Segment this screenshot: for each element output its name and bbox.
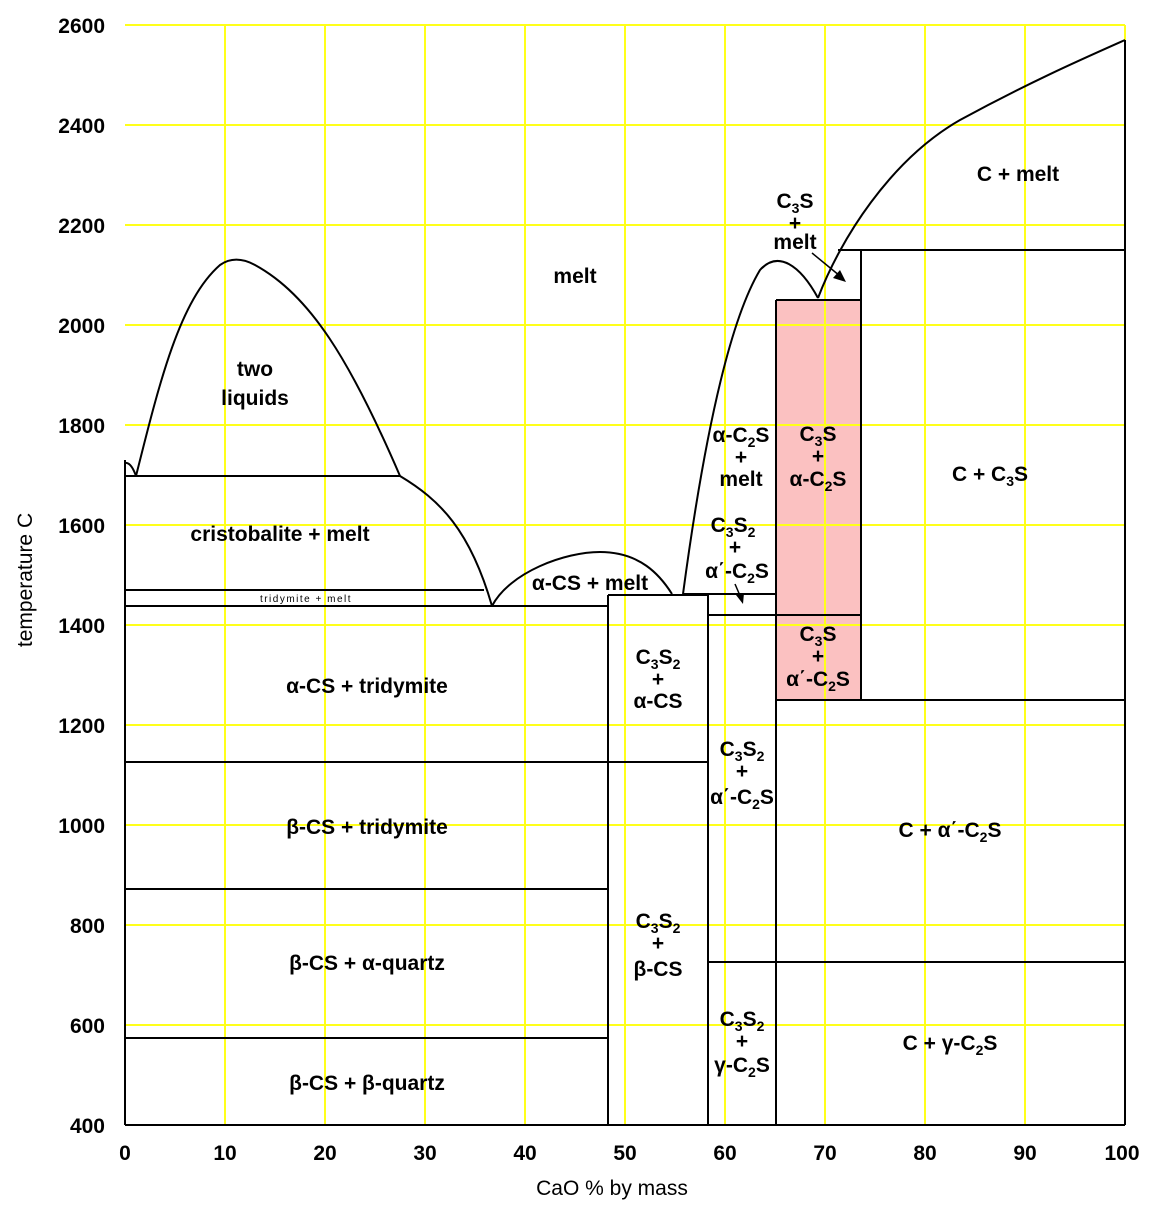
label-c3s2-b-cs-formula: C3S2 xyxy=(636,910,681,936)
x-tick: 60 xyxy=(713,1142,736,1165)
x-tick: 90 xyxy=(1013,1142,1036,1165)
label-c-ap-c2s: C + α΄-C2S xyxy=(899,819,1002,845)
label-a-c2s-melt-formula: α-C2S xyxy=(713,424,770,450)
label-c-g-c2s: C + γ-C2S xyxy=(903,1032,998,1058)
label-c3s2-ap-c2s-lower-second: α΄-C2S xyxy=(710,786,774,812)
label-c3s-ap-c2s-second: α΄-C2S xyxy=(786,668,850,694)
label-c3s2-ap-c2s-upper-plus: + xyxy=(729,536,741,559)
label-b-cs-b-quartz: β-CS + β-quartz xyxy=(289,1072,445,1095)
x-tick: 20 xyxy=(313,1142,336,1165)
x-tick: 30 xyxy=(413,1142,436,1165)
label-c3s2-ap-c2s-lower-plus: + xyxy=(736,760,748,783)
y-tick-labels: 400 600 800 1000 1200 1400 1600 1800 200… xyxy=(58,15,105,1138)
y-tick: 2600 xyxy=(58,15,105,38)
label-c3s-a-c2s-formula: C3S xyxy=(800,423,837,449)
y-tick: 400 xyxy=(70,1115,105,1138)
label-c3s2-a-cs-formula: C3S2 xyxy=(636,646,681,672)
label-cristobalite-melt: cristobalite + melt xyxy=(190,523,369,546)
y-tick: 2000 xyxy=(58,315,105,338)
phase-boundaries xyxy=(124,39,1126,1126)
x-tick: 10 xyxy=(213,1142,236,1165)
label-c3s-melt-plus: + xyxy=(789,212,801,235)
y-tick: 600 xyxy=(70,1015,105,1038)
label-c3s-a-c2s-plus: + xyxy=(812,445,824,468)
y-tick: 2400 xyxy=(58,115,105,138)
label-b-cs-tridymite: β-CS + tridymite xyxy=(286,816,448,839)
label-a-c2s-melt-plus: + xyxy=(735,446,747,469)
label-c-melt: C + melt xyxy=(977,163,1059,186)
label-c3s-ap-c2s-plus: + xyxy=(812,645,824,668)
label-c3s2-g-c2s-formula: C3S2 xyxy=(720,1008,765,1034)
c3s-highlight-region xyxy=(776,300,861,700)
x-tick-labels: 0 10 20 30 40 50 60 70 80 90 100 xyxy=(119,1142,1139,1165)
y-tick: 2200 xyxy=(58,215,105,238)
label-a-c2s-melt-second: melt xyxy=(719,468,762,491)
label-c3s2-b-cs-plus: + xyxy=(652,932,664,955)
x-tick: 40 xyxy=(513,1142,536,1165)
label-a-cs-tridymite: α-CS + tridymite xyxy=(286,675,448,698)
x-axis-title: CaO % by mass xyxy=(536,1177,688,1200)
y-tick: 1800 xyxy=(58,415,105,438)
label-c3s2-a-cs-plus: + xyxy=(652,668,664,691)
label-c3s-melt-second: melt xyxy=(773,231,816,254)
x-tick: 80 xyxy=(913,1142,936,1165)
label-melt: melt xyxy=(553,265,596,288)
label-c3s-ap-c2s-formula: C3S xyxy=(800,623,837,649)
label-two-liquids-2: liquids xyxy=(221,387,289,410)
label-c3s-melt-formula: C3S xyxy=(777,190,814,216)
y-tick: 1000 xyxy=(58,815,105,838)
label-two-liquids-1: two xyxy=(237,358,273,381)
label-c3s-a-c2s-second: α-C2S xyxy=(790,468,847,494)
label-c3s2-ap-c2s-upper-second: α΄-C2S xyxy=(705,560,769,586)
label-tridymite-melt: tridymite + melt xyxy=(260,594,352,605)
label-c3s2-g-c2s-plus: + xyxy=(736,1030,748,1053)
label-c3s2-b-cs-second: β-CS xyxy=(634,958,683,981)
region-pointers xyxy=(734,252,846,604)
label-c-c3s: C + C3S xyxy=(952,463,1028,489)
label-a-cs-melt: α-CS + melt xyxy=(532,572,648,595)
x-tick: 0 xyxy=(119,1142,131,1165)
y-tick: 1400 xyxy=(58,615,105,638)
x-tick: 70 xyxy=(813,1142,836,1165)
y-tick: 1600 xyxy=(58,515,105,538)
label-c3s2-a-cs-second: α-CS xyxy=(633,690,682,713)
label-c3s2-g-c2s-second: γ-C2S xyxy=(714,1054,770,1080)
y-axis-title: temperature C xyxy=(14,513,37,647)
label-b-cs-a-quartz: β-CS + α-quartz xyxy=(289,952,445,975)
y-tick: 800 xyxy=(70,915,105,938)
y-tick: 1200 xyxy=(58,715,105,738)
x-tick: 100 xyxy=(1104,1142,1139,1165)
label-c3s2-ap-c2s-lower-formula: C3S2 xyxy=(720,738,765,764)
label-c3s2-ap-c2s-upper-formula: C3S2 xyxy=(711,514,756,540)
x-tick: 50 xyxy=(613,1142,636,1165)
region-labels: melt two liquids cristobalite + melt tri… xyxy=(190,163,1059,1095)
